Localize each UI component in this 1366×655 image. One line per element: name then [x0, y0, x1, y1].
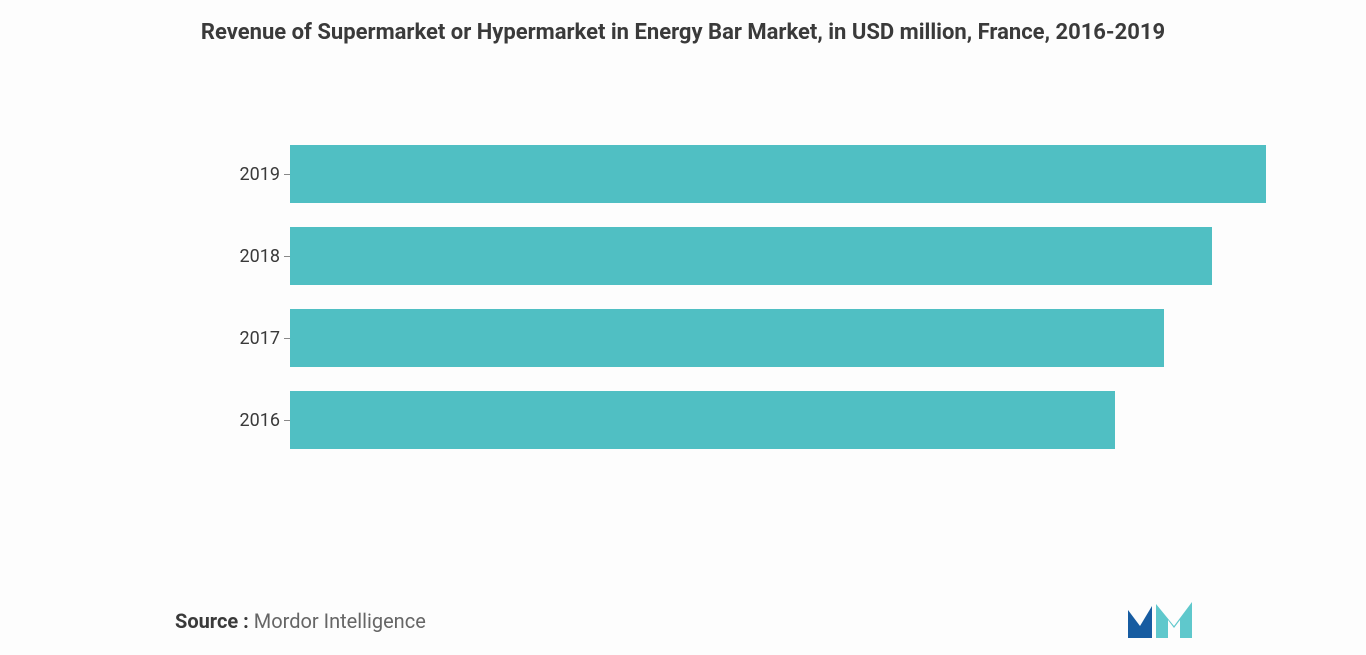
mordor-logo-icon — [1126, 600, 1196, 640]
bar-track — [290, 391, 1266, 449]
source-value: Mordor Intelligence — [249, 609, 426, 633]
chart-title: Revenue of Supermarket or Hypermarket in… — [50, 20, 1316, 45]
bar-label-2018: 2018 — [230, 246, 280, 267]
bar-fill-2016 — [290, 391, 1115, 449]
bar-row: 2017 — [290, 309, 1266, 367]
bar-fill-2019 — [290, 145, 1266, 203]
bar-row: 2016 — [290, 391, 1266, 449]
source-label: Source : — [175, 609, 249, 633]
bar-label-2016: 2016 — [230, 410, 280, 431]
bar-fill-2017 — [290, 309, 1164, 367]
bar-label-2019: 2019 — [230, 164, 280, 185]
chart-container: Revenue of Supermarket or Hypermarket in… — [0, 0, 1366, 655]
bar-track — [290, 145, 1266, 203]
bar-track — [290, 309, 1266, 367]
bar-row: 2018 — [290, 227, 1266, 285]
bar-track — [290, 227, 1266, 285]
bar-label-2017: 2017 — [230, 328, 280, 349]
bar-fill-2018 — [290, 227, 1212, 285]
source-citation: Source : Mordor Intelligence — [175, 609, 426, 633]
bar-row: 2019 — [290, 145, 1266, 203]
bars-area: 2019 2018 2017 2016 — [50, 145, 1316, 449]
